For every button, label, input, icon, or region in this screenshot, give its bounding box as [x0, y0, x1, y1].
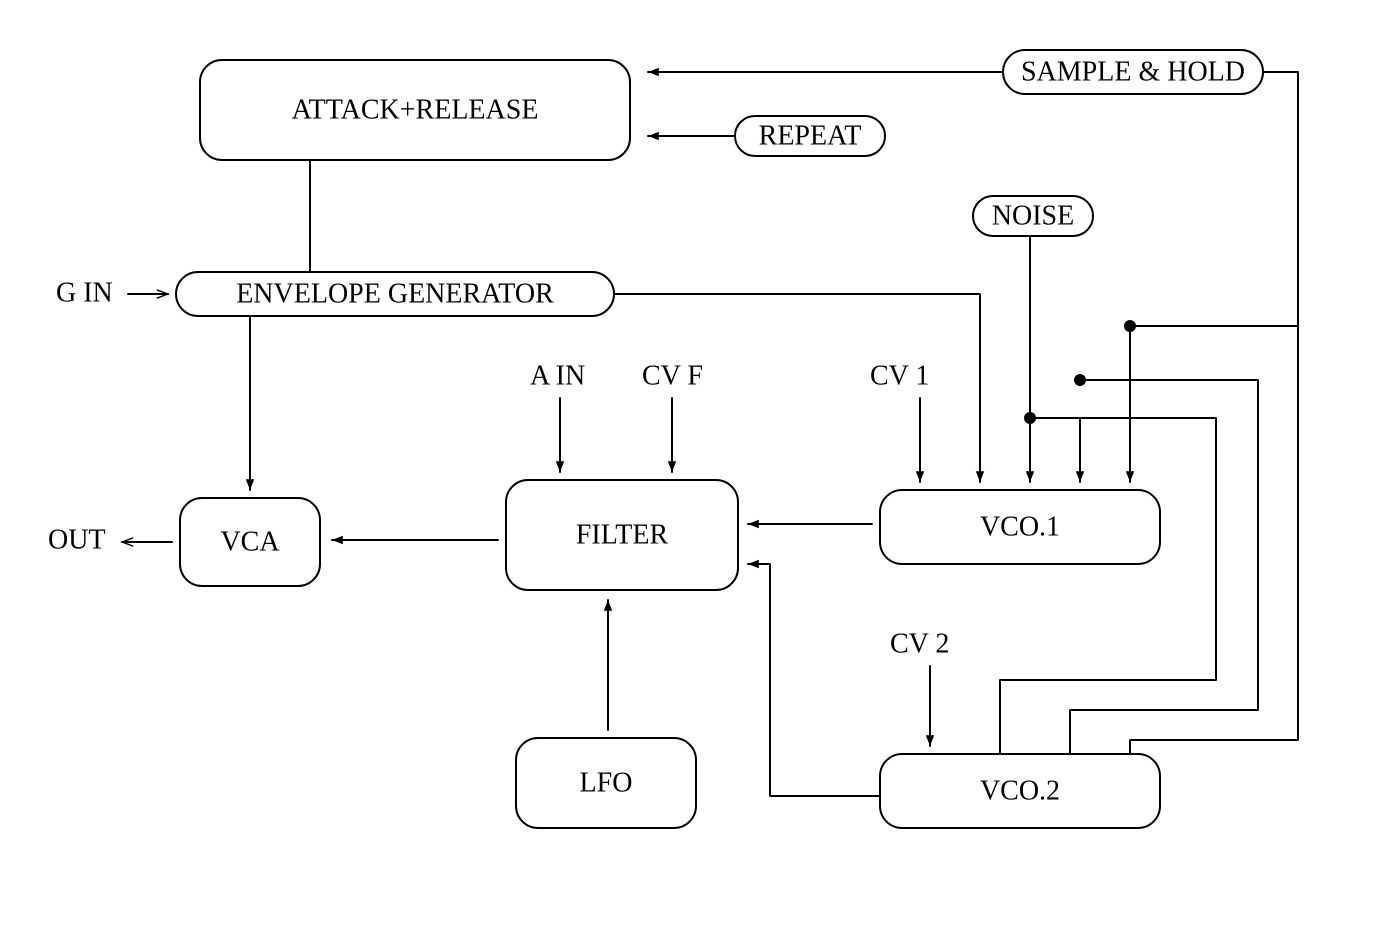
node-vco1: VCO.1 [880, 490, 1160, 564]
junction-dot [1074, 374, 1086, 386]
io-label-cv-f: CV F [642, 360, 703, 391]
node-label-vca: VCA [220, 526, 280, 557]
node-label-vco2: VCO.2 [980, 775, 1060, 806]
node-label-sample-hold: SAMPLE & HOLD [1021, 56, 1245, 87]
edge-j1080-to-vco2 [1070, 380, 1258, 754]
node-filter: FILTER [506, 480, 738, 590]
node-lfo: LFO [516, 738, 696, 828]
io-label-g-in: G IN [56, 277, 113, 308]
node-sample-hold: SAMPLE & HOLD [1003, 50, 1263, 94]
edge-noise-j-to-vco1 [1030, 418, 1080, 482]
io-label-out: OUT [48, 524, 106, 555]
edge-j1030-to-vco2 [1000, 418, 1216, 754]
junction-dot [1124, 320, 1136, 332]
node-repeat: REPEAT [735, 116, 885, 156]
edge-sh-right-down [1130, 72, 1298, 482]
node-label-attack-release: ATTACK+RELEASE [292, 94, 539, 125]
node-label-noise: NOISE [992, 200, 1074, 231]
io-label-cv-2: CV 2 [890, 628, 949, 659]
node-label-envelope: ENVELOPE GENERATOR [236, 278, 554, 309]
node-envelope: ENVELOPE GENERATOR [176, 272, 614, 316]
node-label-repeat: REPEAT [759, 120, 862, 151]
junction-dot [1024, 412, 1036, 424]
node-label-vco1: VCO.1 [980, 511, 1060, 542]
node-noise: NOISE [973, 196, 1093, 236]
node-vco2: VCO.2 [880, 754, 1160, 828]
node-label-lfo: LFO [580, 767, 633, 798]
io-label-a-in: A IN [530, 360, 585, 391]
node-vca: VCA [180, 498, 320, 586]
edge-vco2-to-filter [748, 564, 880, 796]
node-attack-release: ATTACK+RELEASE [200, 60, 630, 160]
io-label-cv-1: CV 1 [870, 360, 929, 391]
synth-block-diagram: ATTACK+RELEASE SAMPLE & HOLD REPEAT NOISE EN… [0, 0, 1388, 926]
node-label-filter: FILTER [576, 519, 669, 550]
